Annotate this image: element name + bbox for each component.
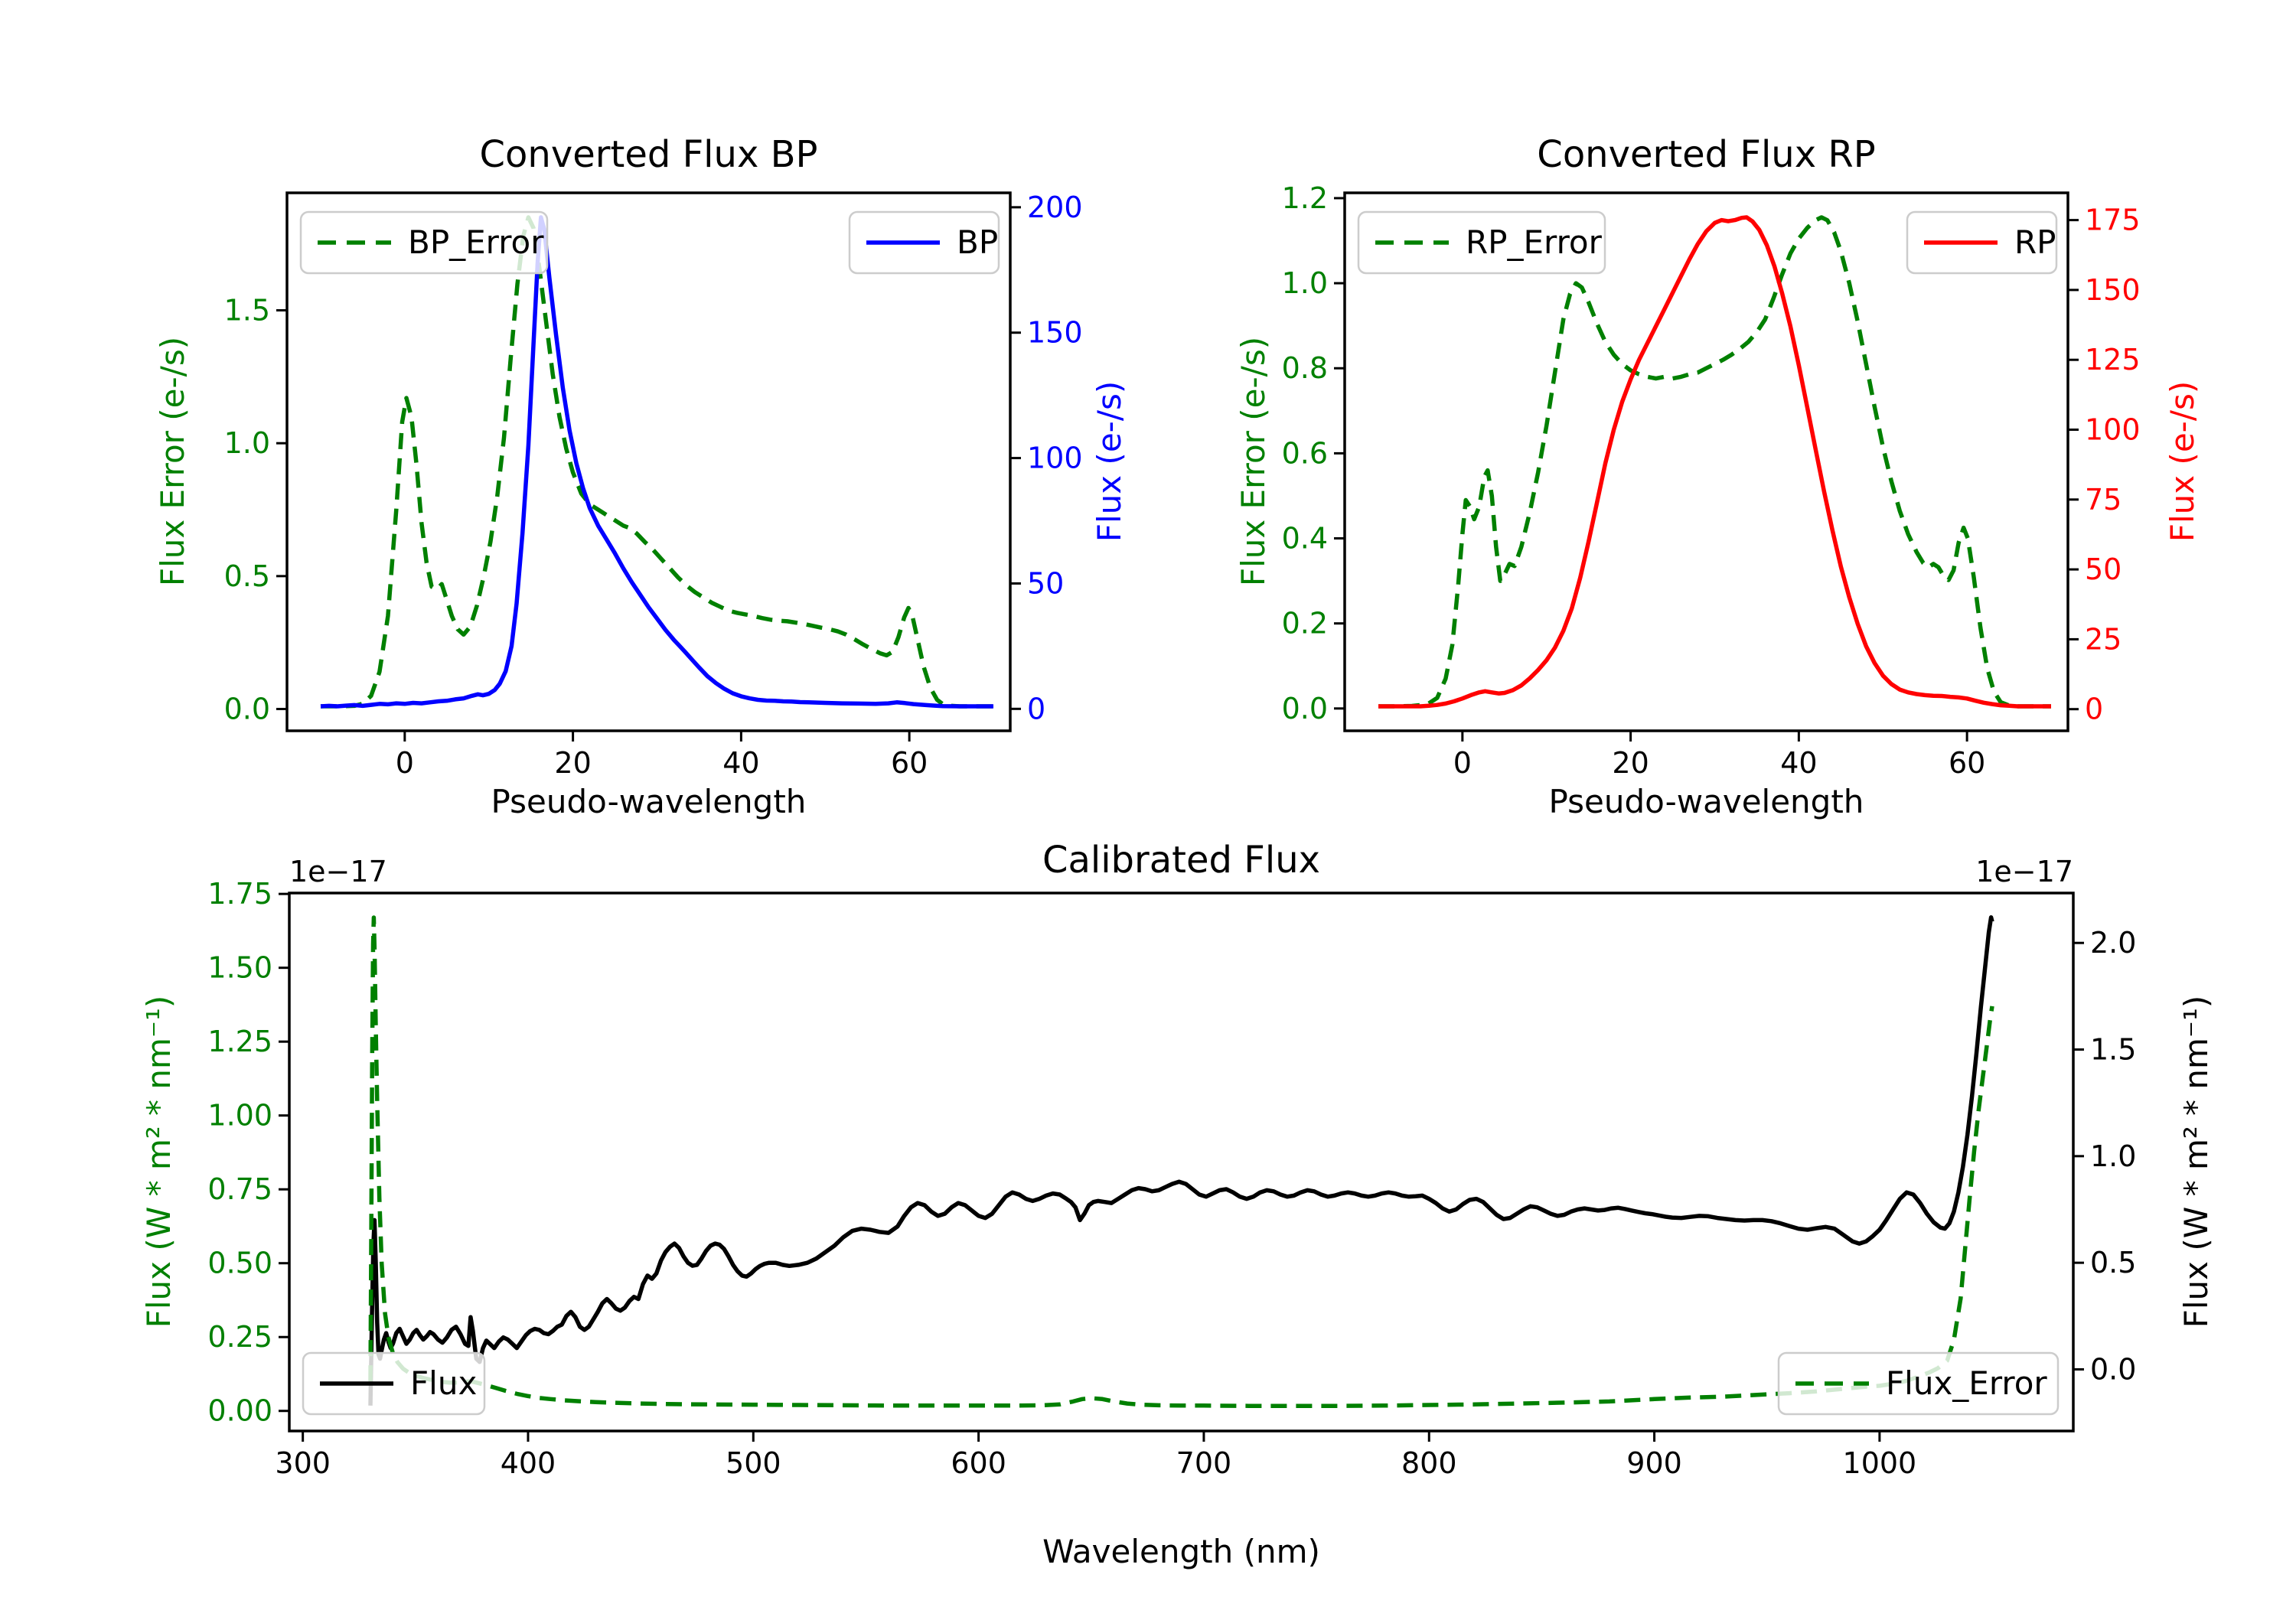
- x-tick-label: 0: [396, 746, 414, 780]
- left-tick-label: 1.25: [207, 1025, 272, 1058]
- x-tick-label: 300: [275, 1446, 331, 1480]
- left-tick-label: 1.0: [224, 426, 270, 460]
- series-bp: [320, 215, 993, 709]
- right-tick-label: 0: [2085, 693, 2103, 726]
- right-tick-label: 50: [2085, 553, 2122, 586]
- chart-calibrated: 300 400 500 600 700 800 900 1000 0.00 0.25 0.50 0.7…: [140, 839, 2215, 1570]
- series-rp_error: [1378, 215, 2051, 709]
- x-axis-label: Pseudo-wavelength: [1549, 783, 1864, 820]
- left-axis-label: Flux Error (e-/s): [1234, 337, 1272, 586]
- legend-bp: BP: [848, 210, 1000, 275]
- series-flux_error: [368, 915, 1994, 1408]
- right-tick-label: 100: [2085, 413, 2141, 447]
- right-tick-label: 0.0: [2090, 1352, 2136, 1386]
- left-tick-label: 0.0: [1282, 692, 1328, 725]
- left-axis-offset: 1e−17: [289, 855, 387, 888]
- right-tick-label: 0.5: [2090, 1246, 2136, 1279]
- x-tick-label: 800: [1401, 1446, 1457, 1480]
- left-axis-label: Flux (W * m² * nm⁻¹): [140, 996, 178, 1328]
- series-rp: [1378, 215, 2051, 709]
- x-tick-label: 40: [722, 746, 759, 780]
- right-axis-label: Flux (e-/s): [2164, 381, 2201, 542]
- left-tick-label: 1.2: [1282, 181, 1328, 215]
- x-tick-label: 20: [554, 746, 591, 780]
- right-tick-label: 25: [2085, 622, 2122, 656]
- right-tick-label: 150: [2085, 273, 2141, 307]
- right-axis-label: Flux (e-/s): [1091, 381, 1128, 542]
- x-tick-label: 40: [1780, 746, 1817, 780]
- right-axis-label: Flux (W * m² * nm⁻¹): [2177, 996, 2215, 1328]
- legend-label: Flux: [410, 1364, 477, 1402]
- legend-bp_error: BP_Error: [299, 210, 549, 275]
- left-tick-label: 0.25: [207, 1320, 272, 1354]
- legend-rp_error: RP_Error: [1357, 210, 1606, 275]
- legend-flux: Flux: [302, 1351, 486, 1416]
- legend-label: BP_Error: [408, 223, 544, 261]
- x-tick-label: 60: [891, 746, 928, 780]
- legend-label: Flux_Error: [1886, 1364, 2047, 1402]
- series-bp_error: [321, 215, 993, 709]
- legend-label: RP_Error: [1466, 223, 1603, 261]
- legend-box: [302, 1351, 486, 1416]
- right-tick-label: 100: [1027, 442, 1083, 475]
- x-tick-label: 400: [501, 1446, 556, 1480]
- right-tick-label: 1.0: [2090, 1139, 2136, 1173]
- legend-box: [1357, 210, 1606, 275]
- left-tick-label: 0.6: [1282, 436, 1328, 470]
- x-tick-label: 500: [726, 1446, 781, 1480]
- left-tick-label: 1.00: [207, 1099, 272, 1133]
- left-tick-label: 0.00: [207, 1394, 272, 1428]
- left-tick-label: 0.0: [224, 693, 270, 726]
- chart-title: Converted Flux BP: [480, 133, 818, 176]
- x-tick-label: 900: [1626, 1446, 1682, 1480]
- x-axis-label: Wavelength (nm): [1042, 1533, 1320, 1570]
- x-axis-label: Pseudo-wavelength: [491, 783, 807, 820]
- right-tick-label: 0: [1027, 692, 1045, 725]
- left-tick-label: 0.75: [207, 1172, 272, 1206]
- left-tick-label: 0.50: [207, 1247, 272, 1280]
- legend-label: RP: [2014, 223, 2056, 261]
- right-tick-label: 175: [2085, 204, 2141, 237]
- x-tick-label: 1000: [1843, 1446, 1917, 1480]
- x-tick-label: 20: [1612, 746, 1649, 780]
- x-tick-label: 700: [1176, 1446, 1232, 1480]
- left-tick-label: 0.2: [1282, 607, 1328, 641]
- chart-title: Calibrated Flux: [1042, 839, 1320, 882]
- right-tick-label: 200: [1027, 191, 1083, 224]
- right-tick-label: 125: [2085, 343, 2141, 376]
- right-tick-label: 50: [1027, 566, 1064, 600]
- x-tick-label: 60: [1949, 746, 1985, 780]
- x-tick-label: 0: [1453, 746, 1472, 780]
- left-tick-label: 1.75: [207, 877, 272, 911]
- chart-title: Converted Flux RP: [1537, 133, 1875, 176]
- plot-border: [288, 892, 2075, 1433]
- left-tick-label: 0.5: [224, 559, 270, 593]
- legend-flux_error: Flux_Error: [1777, 1351, 2060, 1416]
- legend-box: [299, 210, 549, 275]
- left-tick-label: 1.50: [207, 951, 272, 985]
- plot-border: [285, 191, 1012, 732]
- left-tick-label: 0.4: [1282, 522, 1328, 556]
- right-tick-label: 75: [2085, 483, 2122, 517]
- legend-rp: RP: [1906, 210, 2058, 275]
- chart-bp: 0 20 40 60 0.0 0.5 1.0 1.5 0 50 100 150 200 Converted…: [154, 133, 1128, 820]
- right-tick-label: 2.0: [2090, 926, 2136, 960]
- legend-box: [1777, 1351, 2060, 1416]
- legend-label: BP: [957, 223, 998, 261]
- series-flux: [368, 915, 1994, 1406]
- chart-rp: 0 20 40 60 0.0 0.2 0.4 0.6 0.8 1.0 1.2 0 25 50 75 100 12…: [1234, 133, 2201, 820]
- left-axis-label: Flux Error (e-/s): [154, 337, 191, 586]
- right-tick-label: 1.5: [2090, 1033, 2136, 1067]
- right-tick-label: 150: [1027, 316, 1083, 350]
- left-tick-label: 1.5: [224, 294, 270, 328]
- left-tick-label: 0.8: [1282, 351, 1328, 385]
- x-tick-label: 600: [951, 1446, 1006, 1480]
- right-axis-offset: 1e−17: [1975, 855, 2073, 888]
- plot-border: [1343, 191, 2069, 732]
- left-tick-label: 1.0: [1282, 266, 1328, 300]
